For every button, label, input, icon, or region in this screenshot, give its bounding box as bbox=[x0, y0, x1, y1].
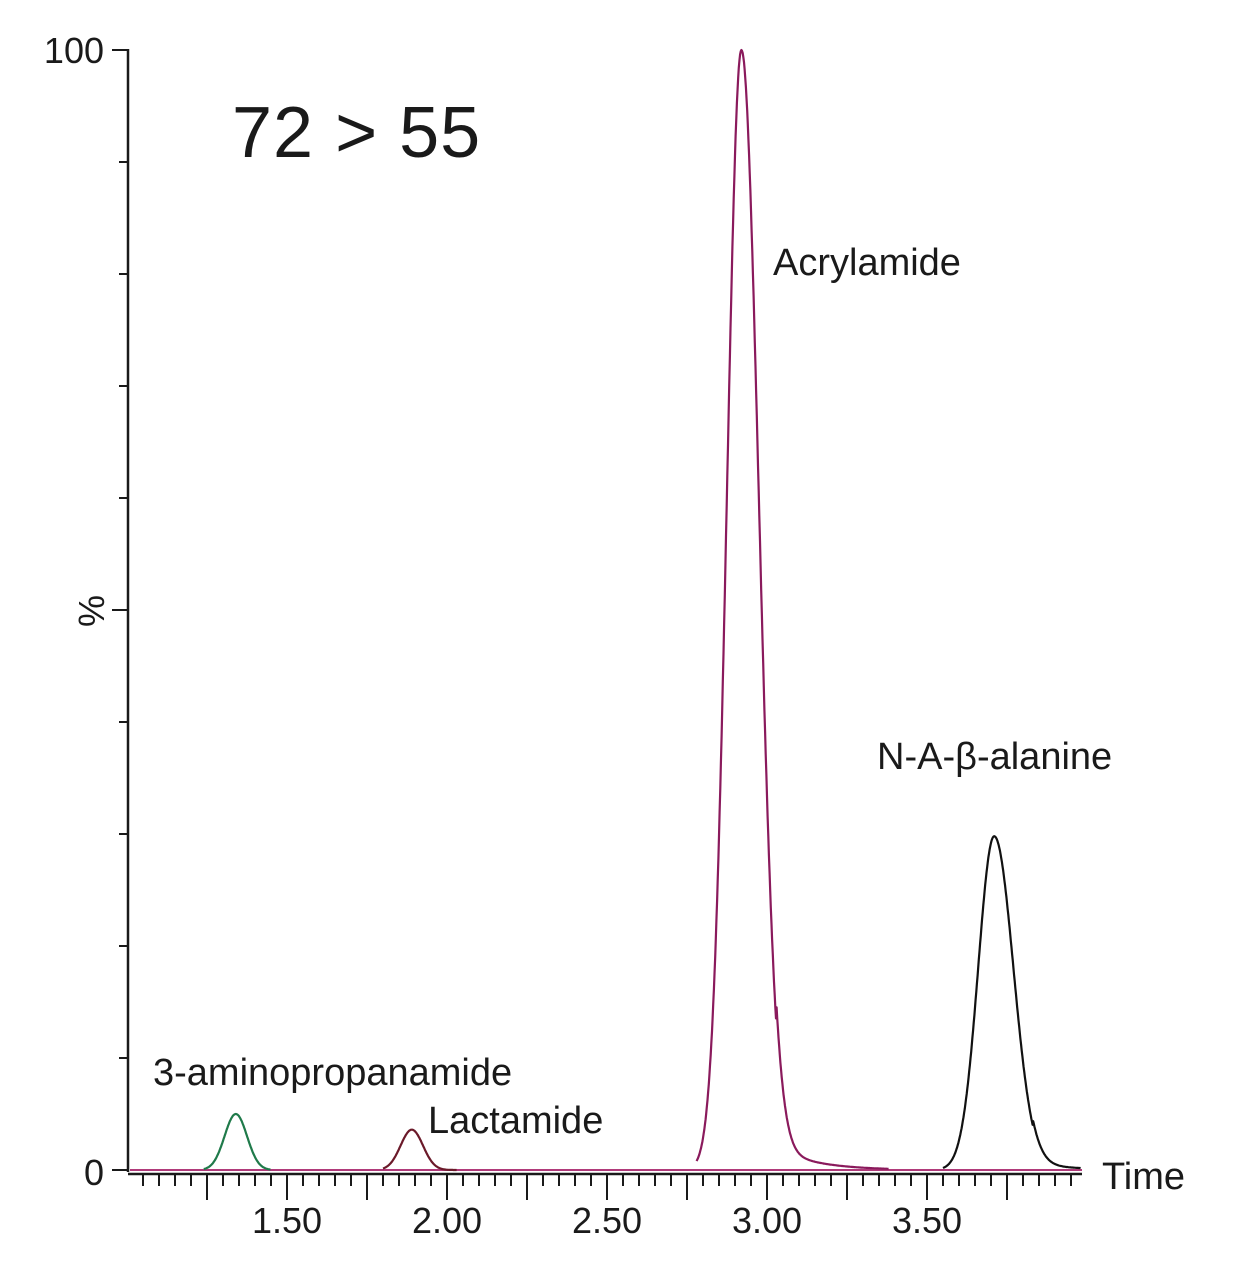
traces bbox=[130, 48, 1082, 1172]
x-tick-label-1.50: 1.50 bbox=[251, 1200, 323, 1241]
y-tick-label-0: 0 bbox=[83, 1152, 104, 1193]
peak-label-n-a-beta-alanine: N-A-β-alanine bbox=[877, 736, 1113, 778]
x-axis-label: Time bbox=[1102, 1156, 1186, 1198]
peak-trace-3-aminopropanamide bbox=[203, 1112, 271, 1171]
peak-label-acrylamide: Acrylamide bbox=[773, 242, 961, 284]
y-axis-label: % bbox=[71, 594, 113, 628]
peak-label-3-aminopropanamide: 3-aminopropanamide bbox=[153, 1052, 513, 1094]
y-tick-label-100: 100 bbox=[43, 30, 104, 71]
x-tick-label-2.50: 2.50 bbox=[571, 1200, 643, 1241]
peak-label-lactamide: Lactamide bbox=[428, 1100, 604, 1142]
x-tick-label-3.00: 3.00 bbox=[731, 1200, 803, 1241]
x-tick-label-2.00: 2.00 bbox=[411, 1200, 483, 1241]
x-tick-label-3.50: 3.50 bbox=[891, 1200, 963, 1241]
chart-title: 72 > 55 bbox=[232, 93, 482, 173]
peak-trace-acrylamide bbox=[695, 48, 890, 1170]
axes bbox=[112, 49, 1082, 1200]
peak-trace-n-a-alanine bbox=[942, 835, 1082, 1170]
peak-trace-lactamide bbox=[382, 1128, 458, 1172]
